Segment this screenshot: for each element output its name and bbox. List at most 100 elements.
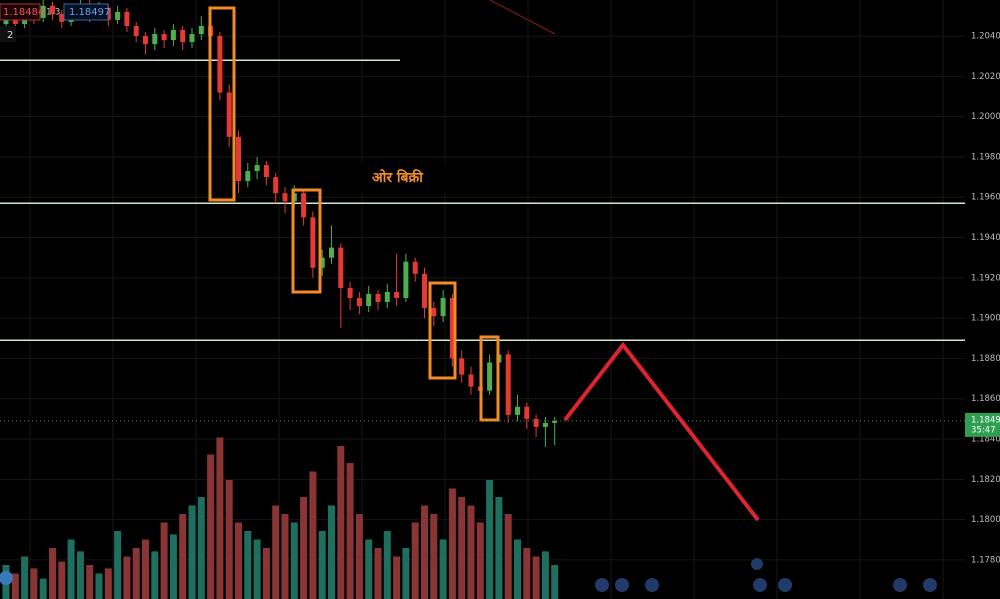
volume-bar xyxy=(393,556,401,599)
icon[interactable] xyxy=(615,578,629,592)
volume-bar xyxy=(439,539,447,599)
price-axis-labels: 1.20400 1.20200 1.20000 1.19800 1.19600 1.194… xyxy=(971,32,1000,566)
candle-body xyxy=(245,171,251,182)
icon[interactable] xyxy=(778,578,792,592)
candle-body xyxy=(282,193,288,202)
icon[interactable] xyxy=(645,578,659,592)
volume-bar xyxy=(142,539,149,599)
y-tick-label: 1.19400 xyxy=(971,233,1000,243)
candle-body xyxy=(59,13,65,22)
volume-bar xyxy=(514,539,521,599)
candle-body xyxy=(524,406,530,419)
volume-bar xyxy=(421,505,428,599)
projection-path xyxy=(563,341,760,522)
volume-bar xyxy=(504,514,512,599)
bid-box xyxy=(0,3,41,21)
volume-bar xyxy=(281,514,289,599)
candle-body xyxy=(449,297,455,359)
highlight-box xyxy=(291,188,322,294)
candle-body xyxy=(133,25,139,37)
y-tick-label: 1.19000 xyxy=(971,314,1000,324)
candle-body xyxy=(319,257,325,268)
spread: 1.3 xyxy=(46,8,60,18)
y-tick-label: 1.19600 xyxy=(971,193,1000,203)
candle-body xyxy=(533,418,539,427)
volume-bar xyxy=(244,531,252,599)
icon[interactable] xyxy=(751,558,763,570)
volume-bar xyxy=(532,556,540,599)
volume-bar xyxy=(309,471,317,599)
annotation: ओर बिक्री xyxy=(372,169,424,186)
candle-body xyxy=(310,217,316,268)
candle-body xyxy=(273,177,279,194)
volume-bar xyxy=(402,548,410,599)
volume-bar xyxy=(207,454,215,599)
icon[interactable] xyxy=(753,578,767,592)
candle-body xyxy=(50,5,55,14)
candle-body xyxy=(403,261,409,298)
last-price-box xyxy=(965,412,1000,437)
candle-body xyxy=(338,247,344,288)
volume-bar xyxy=(123,556,131,599)
y-tick-label: 1.20200 xyxy=(971,72,1000,82)
price-axis xyxy=(965,0,1000,599)
candle-body xyxy=(40,5,46,18)
icon[interactable] xyxy=(0,571,13,585)
volume-bar xyxy=(188,505,196,599)
candle-body xyxy=(384,291,390,303)
candle-body xyxy=(329,247,334,258)
volume-bar xyxy=(169,534,177,599)
y-tick-label: 1.18800 xyxy=(971,354,1000,364)
y-tick-label: 1.19800 xyxy=(971,152,1000,162)
icon[interactable] xyxy=(595,578,609,592)
candle-body xyxy=(263,165,269,178)
candle-body xyxy=(347,287,353,298)
volume-bar xyxy=(495,497,503,599)
candle-body xyxy=(356,297,362,307)
candle-body xyxy=(152,34,158,45)
highlight-box xyxy=(428,281,457,380)
volume-bar xyxy=(58,561,66,599)
candle-body xyxy=(180,30,186,43)
volume-bar xyxy=(235,522,242,599)
candle-body xyxy=(422,273,427,309)
volume-bar xyxy=(346,463,354,599)
candle-body xyxy=(143,36,148,45)
candle-body xyxy=(552,420,558,423)
volume-bar xyxy=(272,505,280,599)
candle-body xyxy=(468,374,474,387)
candle-body xyxy=(515,406,520,415)
volume-bar xyxy=(197,497,205,599)
candle-body xyxy=(440,297,446,317)
indicator-toggle[interactable] xyxy=(0,26,16,42)
volume-bar xyxy=(300,497,308,599)
volume-bar xyxy=(411,522,419,599)
volume-bar xyxy=(179,514,187,599)
volume-bar xyxy=(541,551,549,599)
volume-bar xyxy=(374,548,382,599)
candle-body xyxy=(254,165,260,172)
volume-bar xyxy=(86,565,94,599)
volume-bar xyxy=(486,480,494,599)
icon[interactable] xyxy=(923,578,937,592)
volume-bar xyxy=(160,522,168,599)
highlight-box xyxy=(208,6,236,202)
volume-bar xyxy=(132,548,140,599)
y-tick-label: 1.20000 xyxy=(971,112,1000,122)
volume-bar xyxy=(11,573,19,599)
ask-box xyxy=(63,3,109,21)
volume-bar xyxy=(365,539,373,599)
volume-bar xyxy=(104,568,112,599)
annotation-bg xyxy=(360,164,450,192)
volume-bar xyxy=(67,539,75,599)
candle-body xyxy=(124,11,130,26)
volume-bar xyxy=(523,548,531,599)
candle-body xyxy=(431,308,437,317)
volume-bar xyxy=(290,522,298,599)
candle-body xyxy=(226,92,232,137)
ask: 1.18497 xyxy=(69,7,110,18)
candle-body xyxy=(301,193,307,218)
volume-bar xyxy=(458,497,466,599)
icon[interactable] xyxy=(893,578,907,592)
y-tick-label: 1.20400 xyxy=(971,32,1000,42)
